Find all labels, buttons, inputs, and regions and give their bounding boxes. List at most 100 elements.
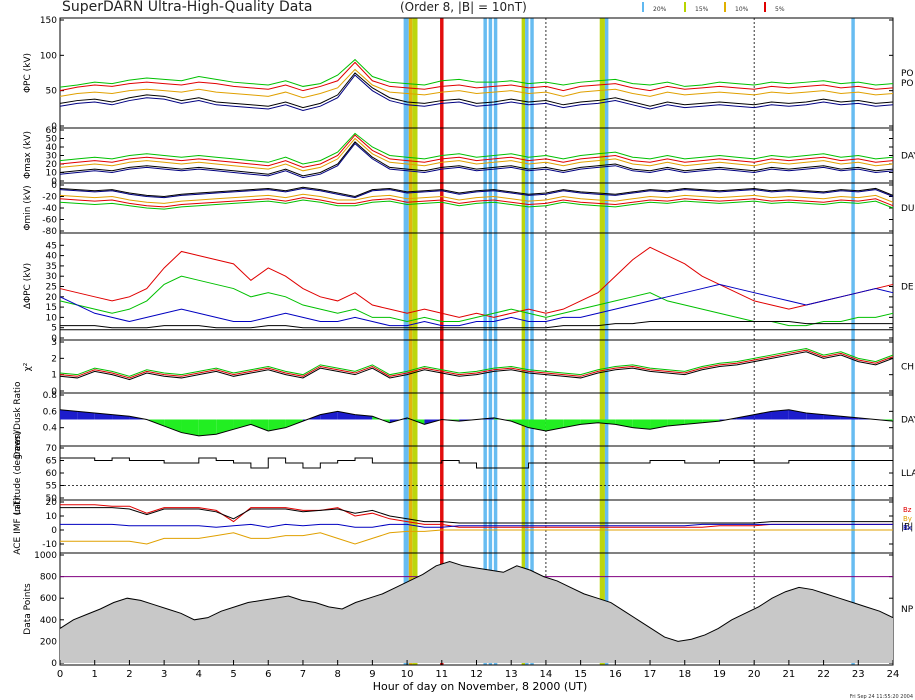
x-tick-label: 3: [161, 669, 167, 680]
ratio-fill: [771, 409, 789, 420]
y-tick-label: 0.4: [43, 424, 58, 434]
highlight-band: [530, 18, 534, 665]
y-tick-label: 600: [40, 594, 57, 604]
y-tick-label: 20: [46, 293, 58, 303]
y-tick-label: -10: [42, 540, 57, 550]
y-tick-label: 0: [51, 122, 57, 132]
ratio-fill: [615, 419, 633, 428]
coverage-legend: 20% 15% 10% 5%: [642, 2, 785, 13]
highlight-band: [521, 18, 526, 665]
y-tick-label: 10: [46, 313, 58, 323]
highlight-band: [483, 18, 487, 665]
ratio-fill: [320, 411, 338, 420]
x-tick-label: 22: [817, 669, 830, 680]
highlight-band: [525, 18, 529, 665]
x-tick-label: 14: [540, 669, 553, 680]
x-tick-label: 7: [300, 669, 306, 680]
legend-label: 20%: [653, 6, 667, 13]
y-tick-label: 400: [40, 616, 57, 626]
y-tick-label: 60: [46, 126, 58, 136]
highlight-bands: [403, 18, 855, 665]
y-tick-label: 5: [51, 324, 57, 334]
highlight-band: [408, 18, 413, 665]
x-tick-label: 11: [435, 669, 448, 680]
panel-frame: [59, 339, 894, 394]
series-line: [59, 199, 894, 210]
y-axis-label: Dawn/Dusk Ratio: [13, 381, 23, 459]
footer-timestamp: Fri Sep 24 11:55:20 2004: [850, 694, 913, 700]
series-line: [59, 132, 894, 165]
x-tick-label: 5: [230, 669, 236, 680]
series-line: [59, 197, 894, 208]
legend-label: 10%: [735, 6, 749, 13]
y-axis-label: Latitude (degrees): [13, 431, 23, 514]
y-tick-label: 70: [46, 444, 58, 454]
imf-legend-label: Bz: [903, 506, 912, 514]
series-line: [59, 283, 894, 327]
y-tick-label: 3: [51, 338, 57, 348]
x-tick-label: 2: [126, 669, 132, 680]
series-line: [59, 186, 894, 198]
y-tick-label: 0: [51, 334, 57, 344]
x-tick-label: 15: [574, 669, 587, 680]
series-line: [59, 560, 894, 642]
series-line: [59, 409, 894, 437]
x-tick-label: 19: [713, 669, 726, 680]
panel-right-label: DE: [901, 283, 914, 293]
x-tick-label: 24: [887, 669, 900, 680]
y-tick-label: 20: [46, 498, 58, 508]
y-tick-label: 100: [40, 51, 57, 61]
series-line: [59, 68, 894, 99]
series-line: [59, 351, 894, 381]
imf-legend-label: By: [903, 515, 912, 523]
y-tick-label: 30: [46, 272, 58, 282]
series-line: [60, 321, 893, 329]
x-tick-label: 13: [505, 669, 518, 680]
y-tick-label: 800: [40, 573, 57, 583]
x-tick-label: 8: [334, 669, 340, 680]
y-tick-label: 20: [46, 160, 58, 170]
series-line: [60, 504, 893, 528]
series-line: [59, 193, 894, 204]
y-tick-label: 0: [51, 177, 57, 187]
panel-right-label: CH: [901, 363, 914, 373]
y-tick-label: 200: [40, 637, 57, 647]
ratio-fill: [164, 419, 182, 433]
highlight-band: [440, 18, 444, 665]
chart-title: SuperDARN Ultra-High-Quality Data: [62, 0, 312, 15]
chart-header: SuperDARN Ultra-High-Quality Data (Order…: [62, 0, 785, 15]
y-axis-label: ΦPC (kV): [23, 53, 33, 93]
series-line: [59, 348, 894, 377]
series-line: [59, 275, 894, 327]
imf-legend-label: Bx: [903, 524, 912, 532]
series-line: [60, 529, 893, 545]
panel-frame: [59, 445, 894, 501]
ratio-fill: [754, 411, 772, 420]
ratio-fill: [337, 411, 356, 420]
ratio-fill: [198, 419, 217, 436]
series-line: [59, 141, 894, 177]
highlight-band: [488, 18, 493, 665]
ratio-fill: [60, 409, 78, 420]
highlight-band: [599, 18, 605, 665]
ratio-fill: [216, 419, 234, 435]
ratio-fill: [181, 419, 199, 436]
x-tick-label: 9: [369, 669, 375, 680]
x-tick-label: 0: [57, 669, 63, 680]
y-tick-label: -80: [42, 227, 57, 237]
y-tick-label: 150: [40, 16, 57, 26]
panel-chi: 0 1 2 3 χ² CH: [23, 338, 914, 397]
x-tick-label: 20: [748, 669, 761, 680]
panel-data-points: 0 200 400 600 800 1000 Data Points NP: [23, 551, 914, 669]
y-tick-label: 50: [46, 494, 58, 504]
y-tick-label: 60: [46, 469, 58, 479]
series-line: [59, 142, 894, 179]
y-tick-label: 0.6: [43, 407, 58, 417]
highlight-band: [412, 18, 418, 665]
x-tick-label: 6: [265, 669, 271, 680]
